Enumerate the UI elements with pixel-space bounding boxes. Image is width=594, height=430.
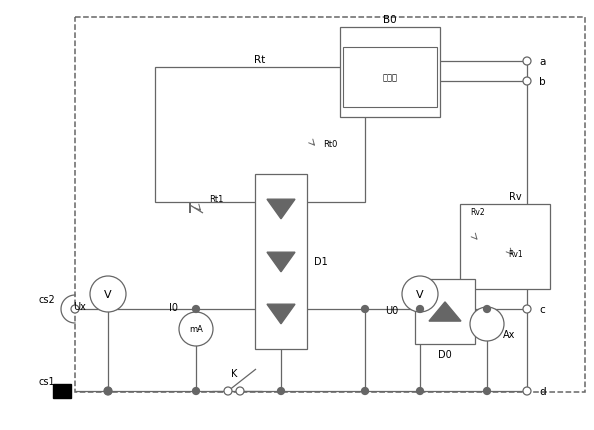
- Text: d: d: [539, 386, 546, 396]
- Text: K: K: [231, 368, 237, 378]
- Circle shape: [362, 306, 368, 313]
- Text: cs2: cs2: [38, 294, 55, 304]
- Circle shape: [105, 387, 112, 395]
- Circle shape: [277, 306, 285, 313]
- Text: D1: D1: [314, 257, 328, 267]
- Circle shape: [90, 276, 126, 312]
- Bar: [75, 18, 585, 392]
- Circle shape: [523, 387, 531, 395]
- Text: c: c: [539, 304, 545, 314]
- Circle shape: [362, 387, 368, 395]
- Circle shape: [236, 387, 244, 395]
- Polygon shape: [429, 302, 461, 321]
- Circle shape: [523, 305, 531, 313]
- Text: U0: U0: [386, 305, 399, 315]
- Text: Rt: Rt: [254, 55, 266, 65]
- Text: Ux: Ux: [74, 301, 87, 311]
- Text: mA: mA: [189, 325, 203, 334]
- Text: a: a: [539, 57, 545, 67]
- Text: I0: I0: [169, 302, 179, 312]
- Text: D0: D0: [438, 349, 452, 359]
- Polygon shape: [267, 252, 295, 272]
- Text: cs1: cs1: [39, 376, 55, 386]
- Polygon shape: [267, 200, 295, 219]
- Polygon shape: [267, 304, 295, 324]
- Text: Rv: Rv: [508, 191, 522, 202]
- Text: Rv2: Rv2: [470, 208, 485, 217]
- Circle shape: [416, 387, 424, 395]
- Circle shape: [192, 306, 200, 313]
- Circle shape: [104, 387, 112, 395]
- Circle shape: [402, 276, 438, 312]
- Text: 变送器: 变送器: [383, 74, 397, 82]
- Circle shape: [179, 312, 213, 346]
- Text: Rt1: Rt1: [209, 195, 223, 204]
- Bar: [155, 68, 365, 203]
- Bar: [343, 48, 437, 108]
- Circle shape: [224, 387, 232, 395]
- Circle shape: [192, 387, 200, 395]
- Bar: [255, 175, 307, 349]
- Text: Rt0: Rt0: [323, 140, 337, 149]
- Bar: [460, 205, 550, 289]
- Text: B0: B0: [383, 15, 397, 25]
- Circle shape: [277, 387, 285, 395]
- Text: V: V: [416, 289, 424, 299]
- Text: b: b: [539, 77, 546, 87]
- Circle shape: [484, 306, 491, 313]
- Circle shape: [470, 307, 504, 341]
- Bar: [53, 384, 71, 398]
- Circle shape: [523, 78, 531, 86]
- Bar: [415, 280, 475, 344]
- Circle shape: [523, 58, 531, 66]
- Text: Rv1: Rv1: [508, 250, 523, 259]
- Circle shape: [416, 306, 424, 313]
- Text: V: V: [104, 289, 112, 299]
- Bar: [340, 28, 440, 118]
- Circle shape: [71, 305, 79, 313]
- Circle shape: [484, 387, 491, 395]
- Text: Ax: Ax: [503, 329, 515, 339]
